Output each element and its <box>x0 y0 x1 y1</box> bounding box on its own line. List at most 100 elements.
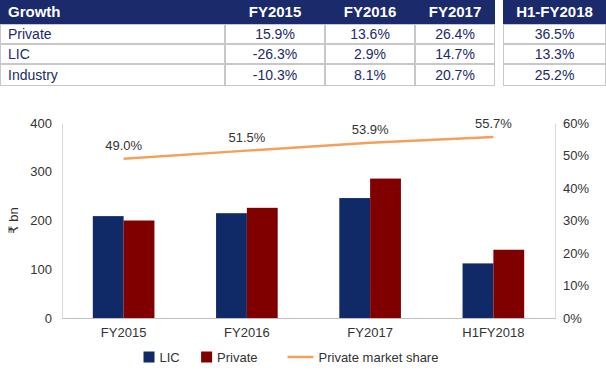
y2-tick: 60% <box>555 116 589 131</box>
table-header-cell <box>325 0 415 24</box>
bar <box>247 208 278 318</box>
x-axis: FY2015 FY2016 FY2017 H1FY2018 <box>63 318 556 340</box>
legend-swatch <box>144 352 155 363</box>
y2-tick-label: 30% <box>563 213 589 228</box>
table-cell <box>326 65 415 86</box>
legend-swatch <box>201 352 212 363</box>
y-tick: 0 <box>45 311 62 326</box>
x-tick: FY2015 <box>101 318 147 340</box>
data-label: 53.9% <box>352 122 389 137</box>
data-labels: 49.0% 51.5% 53.9% 55.7% <box>105 116 512 153</box>
table-cell <box>504 65 606 86</box>
y2-tick-label: 40% <box>563 181 589 196</box>
bar <box>339 198 370 318</box>
table-cell-text: -26.3% <box>253 46 297 62</box>
table-header-text: FY2017 <box>429 3 482 20</box>
data-label: 49.0% <box>105 138 142 153</box>
y-tick-label: 300 <box>30 164 52 179</box>
y2-tick: 0% <box>555 311 582 326</box>
table-header-cell <box>503 0 606 24</box>
table-cell-text: 25.2% <box>535 67 575 83</box>
x-tick-label: FY2015 <box>101 325 147 340</box>
table-cell <box>504 45 606 64</box>
bar <box>493 250 524 318</box>
y2-axis: 0% 10% 20% 30% 40% 50% 60% <box>555 116 589 326</box>
bar <box>124 221 155 319</box>
table-header-text: FY2015 <box>249 3 302 20</box>
line <box>124 137 494 159</box>
bar <box>463 263 494 318</box>
y-tick: 100 <box>30 262 62 277</box>
y-axis-line <box>62 124 63 319</box>
growth-table: GrowthFY2015FY2016FY2017H1-FY2018Private… <box>0 0 606 86</box>
table-cell-text: 20.7% <box>435 67 475 83</box>
plot-area <box>93 137 524 318</box>
table-cell <box>416 25 495 44</box>
legend-label: Private market share <box>319 350 439 365</box>
bar <box>93 216 124 318</box>
table-cell <box>226 45 325 64</box>
table-cell <box>416 45 495 64</box>
table-cell-text: -10.3% <box>253 67 297 83</box>
table-row-label: Industry <box>8 67 58 83</box>
y2-axis-line <box>555 124 556 319</box>
x-tick-label: FY2016 <box>224 325 270 340</box>
y2-tick: 10% <box>555 278 589 293</box>
table-cell-text: 26.4% <box>435 26 475 42</box>
table-header-cell <box>0 0 225 24</box>
table-cell-text: 8.1% <box>354 67 386 83</box>
y-tick: 200 <box>30 213 62 228</box>
y-tick-label: 200 <box>30 213 52 228</box>
y-tick-label: 400 <box>30 116 52 131</box>
table-header-cell <box>225 0 325 24</box>
table-header-text: H1-FY2018 <box>516 3 593 20</box>
table-cell-text: 13.6% <box>350 26 390 42</box>
y-tick: 300 <box>30 164 62 179</box>
table-cell <box>326 25 415 44</box>
y-tick-label: 100 <box>30 262 52 277</box>
x-tick: FY2017 <box>347 318 393 340</box>
y2-tick-label: 20% <box>563 246 589 261</box>
table-cell <box>226 65 325 86</box>
data-label: 51.5% <box>228 130 265 145</box>
x-tick-label: H1FY2018 <box>462 325 524 340</box>
y2-tick: 30% <box>555 213 589 228</box>
y-tick-label: 0 <box>45 311 52 326</box>
y2-tick-label: 0% <box>563 311 582 326</box>
table-cell <box>1 45 225 64</box>
x-tick: H1FY2018 <box>462 318 524 340</box>
table-cell-text: 2.9% <box>354 46 386 62</box>
y-tick: 400 <box>30 116 62 131</box>
legend-label: Private <box>217 350 257 365</box>
y2-tick: 50% <box>555 148 589 163</box>
table-cell <box>504 25 606 44</box>
y-axis-title: ₹ bn <box>6 207 21 233</box>
x-tick: FY2016 <box>224 318 270 340</box>
y2-tick-label: 60% <box>563 116 589 131</box>
table-cell-text: 14.7% <box>435 46 475 62</box>
table-cell <box>416 65 495 86</box>
x-tick-label: FY2017 <box>347 325 393 340</box>
y2-tick-label: 10% <box>563 278 589 293</box>
table-row-label: LIC <box>8 46 30 62</box>
table-cell-text: 36.5% <box>535 26 575 42</box>
legend-label: LIC <box>160 350 180 365</box>
legend: LIC Private Private market share <box>144 350 439 365</box>
table-cell <box>1 25 225 44</box>
bar <box>216 213 247 318</box>
y2-tick: 20% <box>555 246 589 261</box>
table-cell-text: 15.9% <box>255 26 295 42</box>
data-label: 55.7% <box>475 116 512 131</box>
table-header-cell <box>415 0 495 24</box>
figure: Growth FY2015 FY2016 FY2017 H1-FY2018 Private… <box>0 0 606 375</box>
table-cell <box>226 25 325 44</box>
x-axis-line <box>63 318 556 319</box>
table-cell <box>326 45 415 64</box>
table-cell <box>1 65 225 86</box>
bar <box>370 179 401 318</box>
y2-tick-label: 50% <box>563 148 589 163</box>
legend-swatch <box>288 356 314 359</box>
y-axis: 0 100 200 300 400 <box>30 116 62 326</box>
table-header-text: Growth <box>8 3 61 20</box>
y2-tick: 40% <box>555 181 589 196</box>
